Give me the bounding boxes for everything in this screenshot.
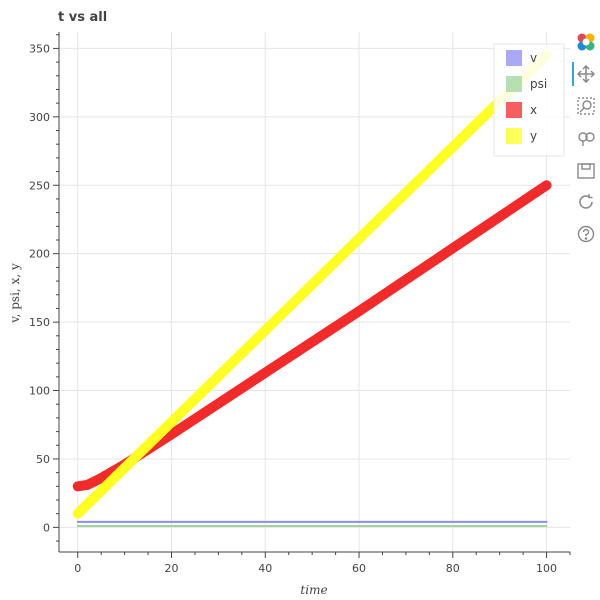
y-tick-label: 50 (36, 453, 50, 466)
legend-label-psi: psi (530, 77, 547, 91)
chart-title: t vs all (58, 10, 108, 25)
pan-icon[interactable] (572, 62, 598, 86)
x-tick-label: 40 (258, 562, 272, 575)
legend-swatch-x (506, 102, 522, 118)
x-tick-label: 20 (165, 562, 179, 575)
save-icon[interactable] (574, 158, 598, 182)
x-tick-label: 60 (352, 562, 366, 575)
legend-label-x: x (530, 103, 537, 117)
y-tick-label: 250 (29, 179, 50, 192)
y-tick-label: 150 (29, 316, 50, 329)
x-tick-label: 80 (446, 562, 460, 575)
y-axis-label: v, psi, x, y (8, 263, 22, 324)
help-icon[interactable] (574, 222, 598, 246)
series-line-y (72, 50, 552, 519)
x-tick-label: 100 (536, 562, 557, 575)
y-tick-label: 300 (29, 111, 50, 124)
x-axis-label: time (300, 583, 327, 597)
legend-swatch-y (506, 128, 522, 144)
legend-label-v: v (530, 51, 537, 65)
y-tick-label: 0 (43, 521, 50, 534)
y-tick-label: 200 (29, 248, 50, 261)
y-tick-label: 350 (29, 42, 50, 55)
legend-swatch-psi (506, 76, 522, 92)
box-zoom-icon[interactable] (574, 94, 598, 118)
wheel-zoom-icon[interactable] (574, 126, 598, 150)
x-tick-label: 0 (74, 562, 81, 575)
legend-label-y: y (530, 129, 537, 143)
bokeh-logo-icon[interactable] (574, 30, 598, 54)
legend-swatch-v (506, 50, 522, 66)
y-tick-label: 100 (29, 385, 50, 398)
toolbar (572, 30, 598, 254)
reset-icon[interactable] (574, 190, 598, 214)
legend-box (493, 43, 565, 157)
series-line-x (72, 180, 552, 492)
